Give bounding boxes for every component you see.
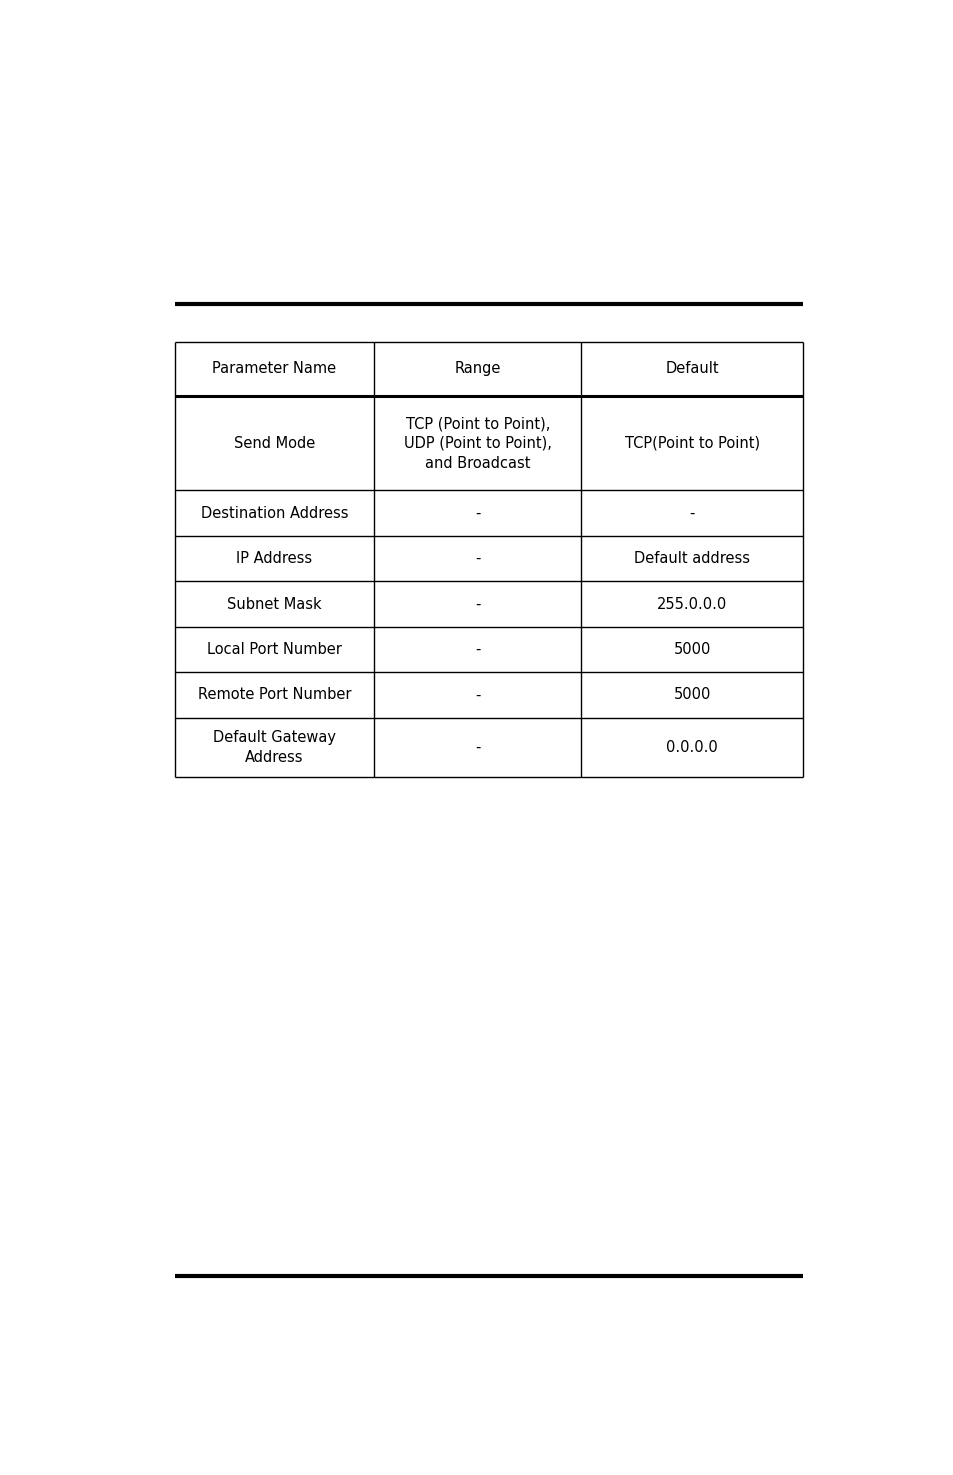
Text: Local Port Number: Local Port Number: [207, 642, 341, 656]
Text: -: -: [475, 596, 480, 612]
Text: Send Mode: Send Mode: [233, 435, 314, 451]
Text: Parameter Name: Parameter Name: [213, 361, 336, 376]
Text: -: -: [689, 506, 694, 521]
Text: -: -: [475, 642, 480, 656]
Text: TCP (Point to Point),
UDP (Point to Point),
and Broadcast: TCP (Point to Point), UDP (Point to Poin…: [403, 416, 551, 471]
Text: Destination Address: Destination Address: [200, 506, 348, 521]
Text: 0.0.0.0: 0.0.0.0: [666, 739, 718, 755]
Text: 5000: 5000: [673, 687, 710, 702]
Text: Default address: Default address: [634, 552, 749, 566]
Text: IP Address: IP Address: [236, 552, 313, 566]
Text: TCP(Point to Point): TCP(Point to Point): [624, 435, 759, 451]
Text: -: -: [475, 552, 480, 566]
Text: Default Gateway
Address: Default Gateway Address: [213, 730, 335, 764]
Text: Range: Range: [455, 361, 500, 376]
Text: Remote Port Number: Remote Port Number: [197, 687, 351, 702]
Text: 5000: 5000: [673, 642, 710, 656]
Text: Default: Default: [665, 361, 719, 376]
Text: -: -: [475, 739, 480, 755]
Text: -: -: [475, 506, 480, 521]
Text: -: -: [475, 687, 480, 702]
Text: 255.0.0.0: 255.0.0.0: [657, 596, 726, 612]
Text: Subnet Mask: Subnet Mask: [227, 596, 321, 612]
